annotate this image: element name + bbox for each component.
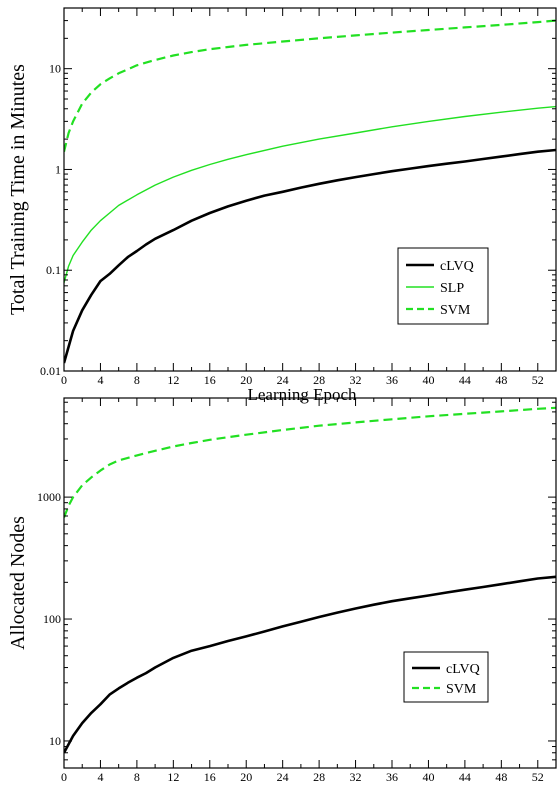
x-tick-label: 4 — [97, 770, 103, 783]
x-tick-label: 40 — [422, 770, 434, 783]
x-tick-label: 36 — [386, 770, 398, 783]
legend-label-clvq: cLVQ — [440, 259, 474, 274]
x-tick-label: 20 — [240, 373, 252, 387]
legend-box — [403, 651, 489, 703]
x-tick-label: 0 — [61, 770, 67, 783]
x-tick-label: 36 — [386, 373, 398, 387]
x-tick-label: 48 — [495, 373, 507, 387]
x-tick-label: 8 — [134, 770, 140, 783]
plot-frame — [63, 397, 557, 769]
series-line-slp — [64, 105, 556, 283]
x-axis-label: Learning Epoch — [247, 385, 357, 404]
x-tick-label: 52 — [532, 373, 544, 387]
x-tick-label: 52 — [532, 770, 544, 783]
x-tick-label: 12 — [167, 770, 179, 783]
y-tick-label: 0.1 — [46, 263, 61, 277]
legend-box — [397, 247, 489, 325]
legend-label-svm: SVM — [440, 303, 471, 318]
y-axis-label: Total Training Time in Minutes — [7, 64, 29, 315]
y-tick-label: 1 — [55, 162, 61, 176]
x-tick-label: 16 — [204, 770, 216, 783]
series-line-svm — [64, 406, 556, 518]
x-tick-label: 20 — [240, 770, 252, 783]
legend-label-svm: SVM — [446, 682, 477, 697]
series-group — [64, 19, 556, 364]
x-tick-label: 28 — [313, 770, 325, 783]
legend: cLVQ SLP SVM — [397, 247, 489, 325]
y-axis-label: Allocated Nodes — [7, 516, 29, 650]
y-tick-label: 1000 — [37, 490, 61, 504]
x-tick-label: 32 — [350, 770, 362, 783]
x-tick-label: 28 — [313, 373, 325, 387]
y-tick-label: 0.01 — [40, 364, 61, 378]
chart-panel-1: 0 4 8 12 16 20 24 28 32 36 40 44 48 520.010.1110Learn… — [7, 7, 557, 404]
plot-frame — [63, 7, 557, 372]
x-tick-label: 40 — [422, 373, 434, 387]
legend-label-slp: SLP — [440, 281, 464, 296]
chart-panel-2: 0481216202428323640444852101001000Learni… — [7, 397, 557, 788]
x-tick-label: 24 — [277, 373, 289, 387]
x-tick-label: 24 — [277, 770, 289, 783]
series-group — [64, 406, 556, 754]
x-tick-label: 48 — [495, 770, 507, 783]
series-line-svm — [64, 19, 556, 152]
x-tick-label: 4 — [97, 373, 103, 387]
x-tick-label: 32 — [350, 373, 362, 387]
y-tick-label: 10 — [49, 734, 61, 748]
x-tick-label: 44 — [459, 373, 471, 387]
y-tick-label: 100 — [43, 612, 61, 626]
x-tick-label: 8 — [134, 373, 140, 387]
y-tick-label: 10 — [49, 62, 61, 76]
legend: cLVQ SVM — [403, 651, 489, 703]
series-line-clvq — [64, 148, 556, 364]
legend-label-clvq: cLVQ — [446, 662, 480, 677]
x-tick-label: 0 — [61, 373, 67, 387]
x-tick-label: 44 — [459, 770, 471, 783]
x-tick-label: 12 — [167, 373, 179, 387]
x-tick-label: 16 — [204, 373, 216, 387]
series-line-clvq — [64, 575, 556, 754]
